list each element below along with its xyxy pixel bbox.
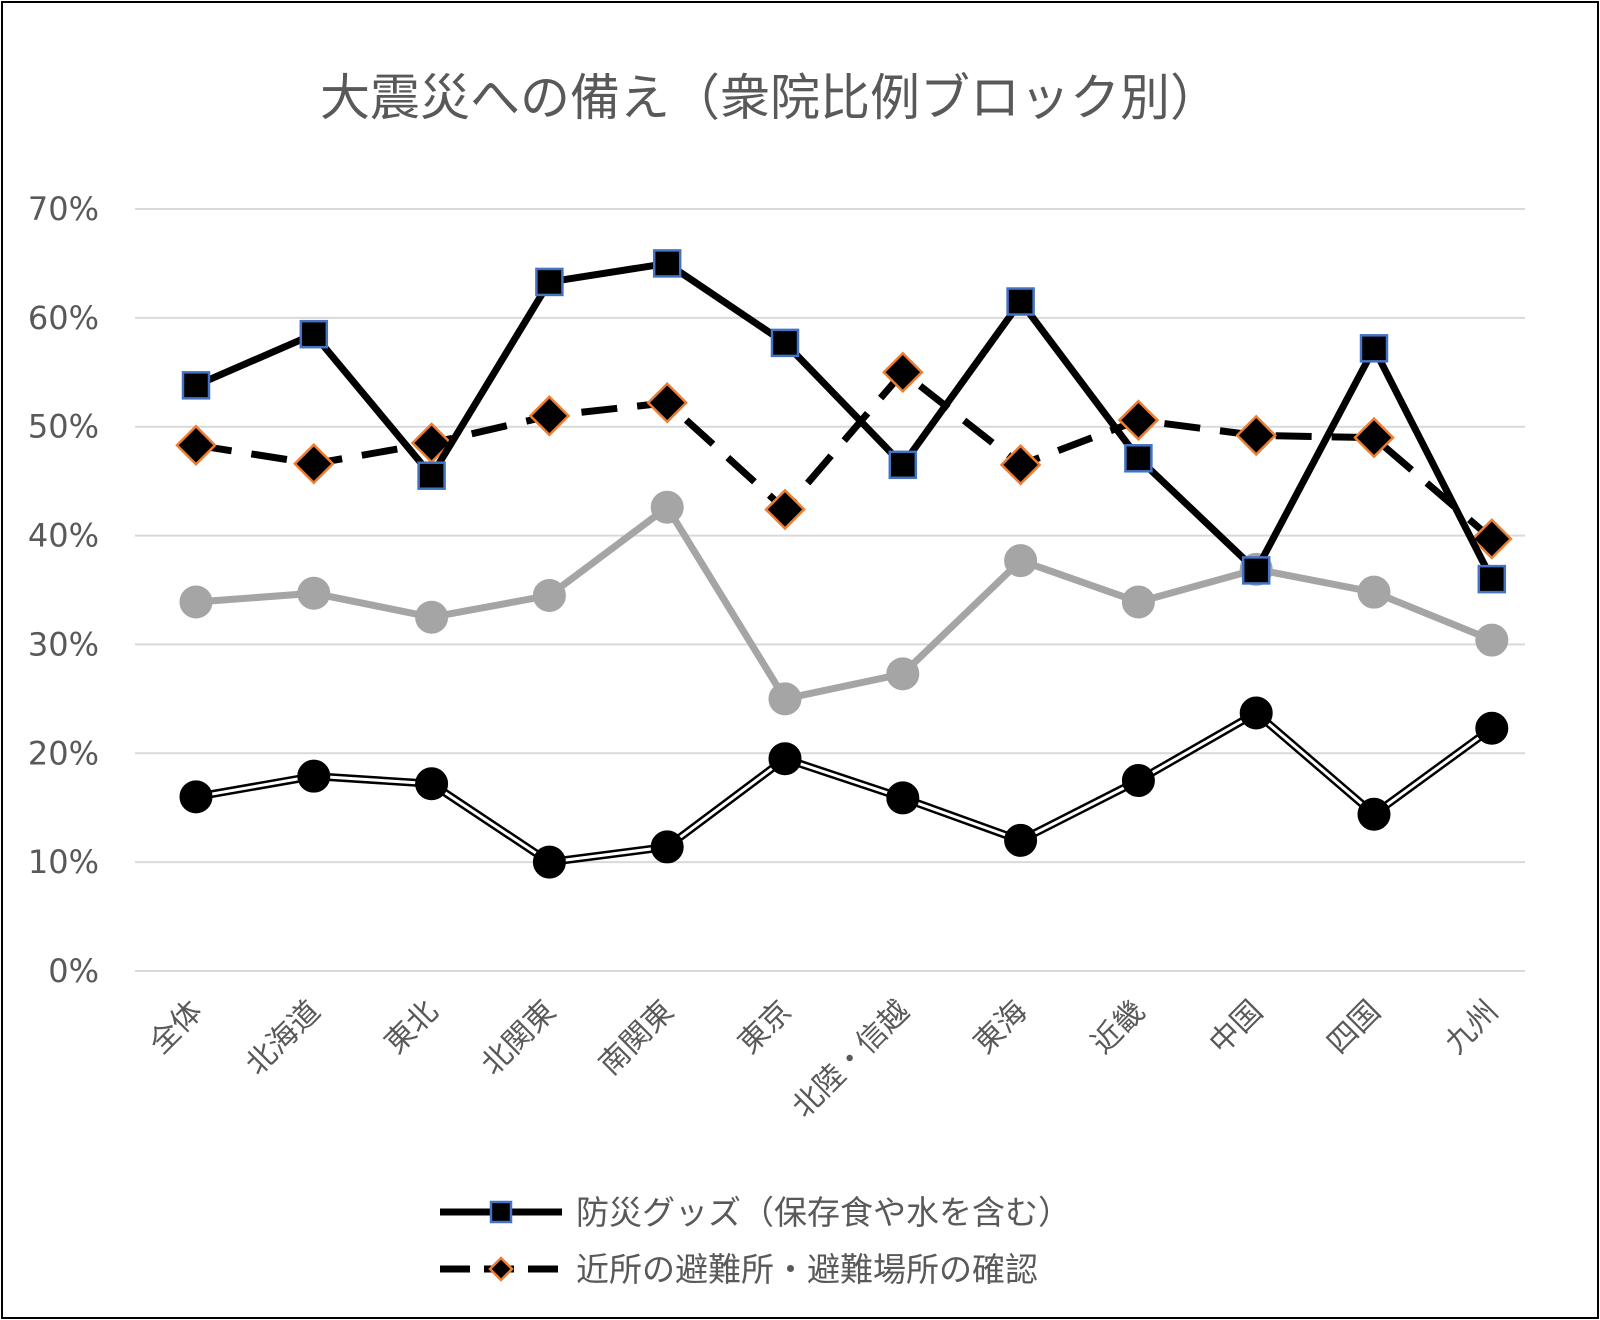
y-tick-label: 10% (28, 843, 99, 881)
data-point (646, 381, 688, 424)
x-category-label: 北陸・信越 (786, 994, 917, 1125)
data-point (415, 767, 449, 801)
x-category-label: 四国 (1320, 994, 1387, 1061)
data-point (175, 424, 217, 466)
gridlines (135, 208, 1525, 972)
data-point (650, 830, 684, 864)
series-line (195, 709, 1495, 867)
y-tick-label: 40% (28, 517, 99, 555)
data-point (1121, 585, 1155, 619)
x-category-label: 東海 (967, 994, 1034, 1061)
x-category-label: 全体 (142, 994, 209, 1061)
y-tick-label: 30% (28, 625, 99, 663)
x-category-label: 中国 (1203, 994, 1270, 1061)
data-point (999, 444, 1042, 486)
data-point (535, 267, 564, 297)
line-chart: 大震災への備え（衆院比例ブロック別） 0% 10% 20% 30% 40% 50% 60% 7… (28, 69, 1525, 1289)
data-point (297, 576, 331, 610)
data-point (1235, 414, 1277, 457)
legend-label: 近所の避難所・避難場所の確認 (576, 1250, 1038, 1289)
series-line-inner (195, 711, 1493, 864)
series-1 (181, 249, 1507, 594)
data-point (415, 600, 449, 634)
data-point (886, 781, 920, 815)
y-tick-label: 70% (28, 190, 99, 228)
series-4 (179, 696, 1509, 879)
data-point (1004, 544, 1038, 578)
data-point (1357, 575, 1391, 609)
data-point (882, 351, 924, 394)
x-category-label: 東京 (731, 994, 798, 1061)
y-tick-label: 60% (28, 299, 99, 337)
data-point (888, 450, 918, 480)
data-point (770, 328, 800, 358)
data-point (528, 395, 571, 437)
data-point (1359, 334, 1389, 363)
x-category-label: 近畿 (1085, 994, 1152, 1061)
series-3 (179, 490, 1509, 716)
legend-label: 防災グッズ（保存食や水を含む） (576, 1193, 1071, 1232)
data-point (293, 442, 335, 485)
data-point (768, 742, 802, 776)
series-line (194, 259, 1495, 581)
data-point (1239, 696, 1273, 730)
data-point (299, 319, 329, 349)
x-category-label: 九州 (1438, 994, 1505, 1061)
data-point (1124, 444, 1153, 473)
data-point (1471, 518, 1513, 560)
data-point (1241, 556, 1271, 585)
legend: 防災グッズ（保存食や水を含む） 近所の避難所・避難場所の確認 (440, 1193, 1071, 1289)
chart-title: 大震災への備え（衆院比例ブロック別） (320, 69, 1220, 127)
data-point (179, 780, 213, 814)
data-point (650, 490, 684, 524)
y-tick-label: 50% (28, 408, 99, 446)
legend-item: 防災グッズ（保存食や水を含む） (440, 1193, 1071, 1232)
data-point (1477, 564, 1507, 594)
data-point (1475, 623, 1509, 657)
data-point (764, 488, 806, 531)
legend-marker (489, 1200, 513, 1224)
y-tick-label: 0% (48, 952, 99, 990)
data-point (417, 461, 446, 490)
data-point (1117, 399, 1160, 441)
data-point (532, 845, 566, 879)
x-category-label: 南関東 (592, 994, 680, 1082)
data-point (532, 578, 566, 612)
data-point (181, 371, 211, 400)
data-point (1357, 797, 1391, 831)
data-point (886, 657, 920, 691)
data-point (652, 249, 682, 278)
y-axis-ticks: 0% 10% 20% 30% 40% 50% 60% 70% (28, 190, 99, 990)
data-point (1006, 287, 1035, 316)
x-category-label: 北海道 (239, 994, 327, 1082)
series-2 (175, 351, 1513, 560)
series-lines (175, 249, 1513, 879)
data-point (1121, 764, 1155, 797)
data-point (1004, 823, 1038, 857)
legend-marker (488, 1256, 514, 1282)
data-point (179, 585, 213, 619)
y-tick-label: 20% (28, 734, 99, 772)
legend-item: 近所の避難所・避難場所の確認 (440, 1250, 1038, 1289)
series-line (195, 368, 1495, 542)
data-point (297, 759, 331, 793)
data-point (1353, 416, 1395, 459)
x-category-label: 北関東 (475, 994, 563, 1082)
series-line (195, 503, 1494, 703)
data-point (768, 682, 802, 716)
x-category-label: 東北 (378, 994, 445, 1061)
data-point (1475, 711, 1509, 745)
